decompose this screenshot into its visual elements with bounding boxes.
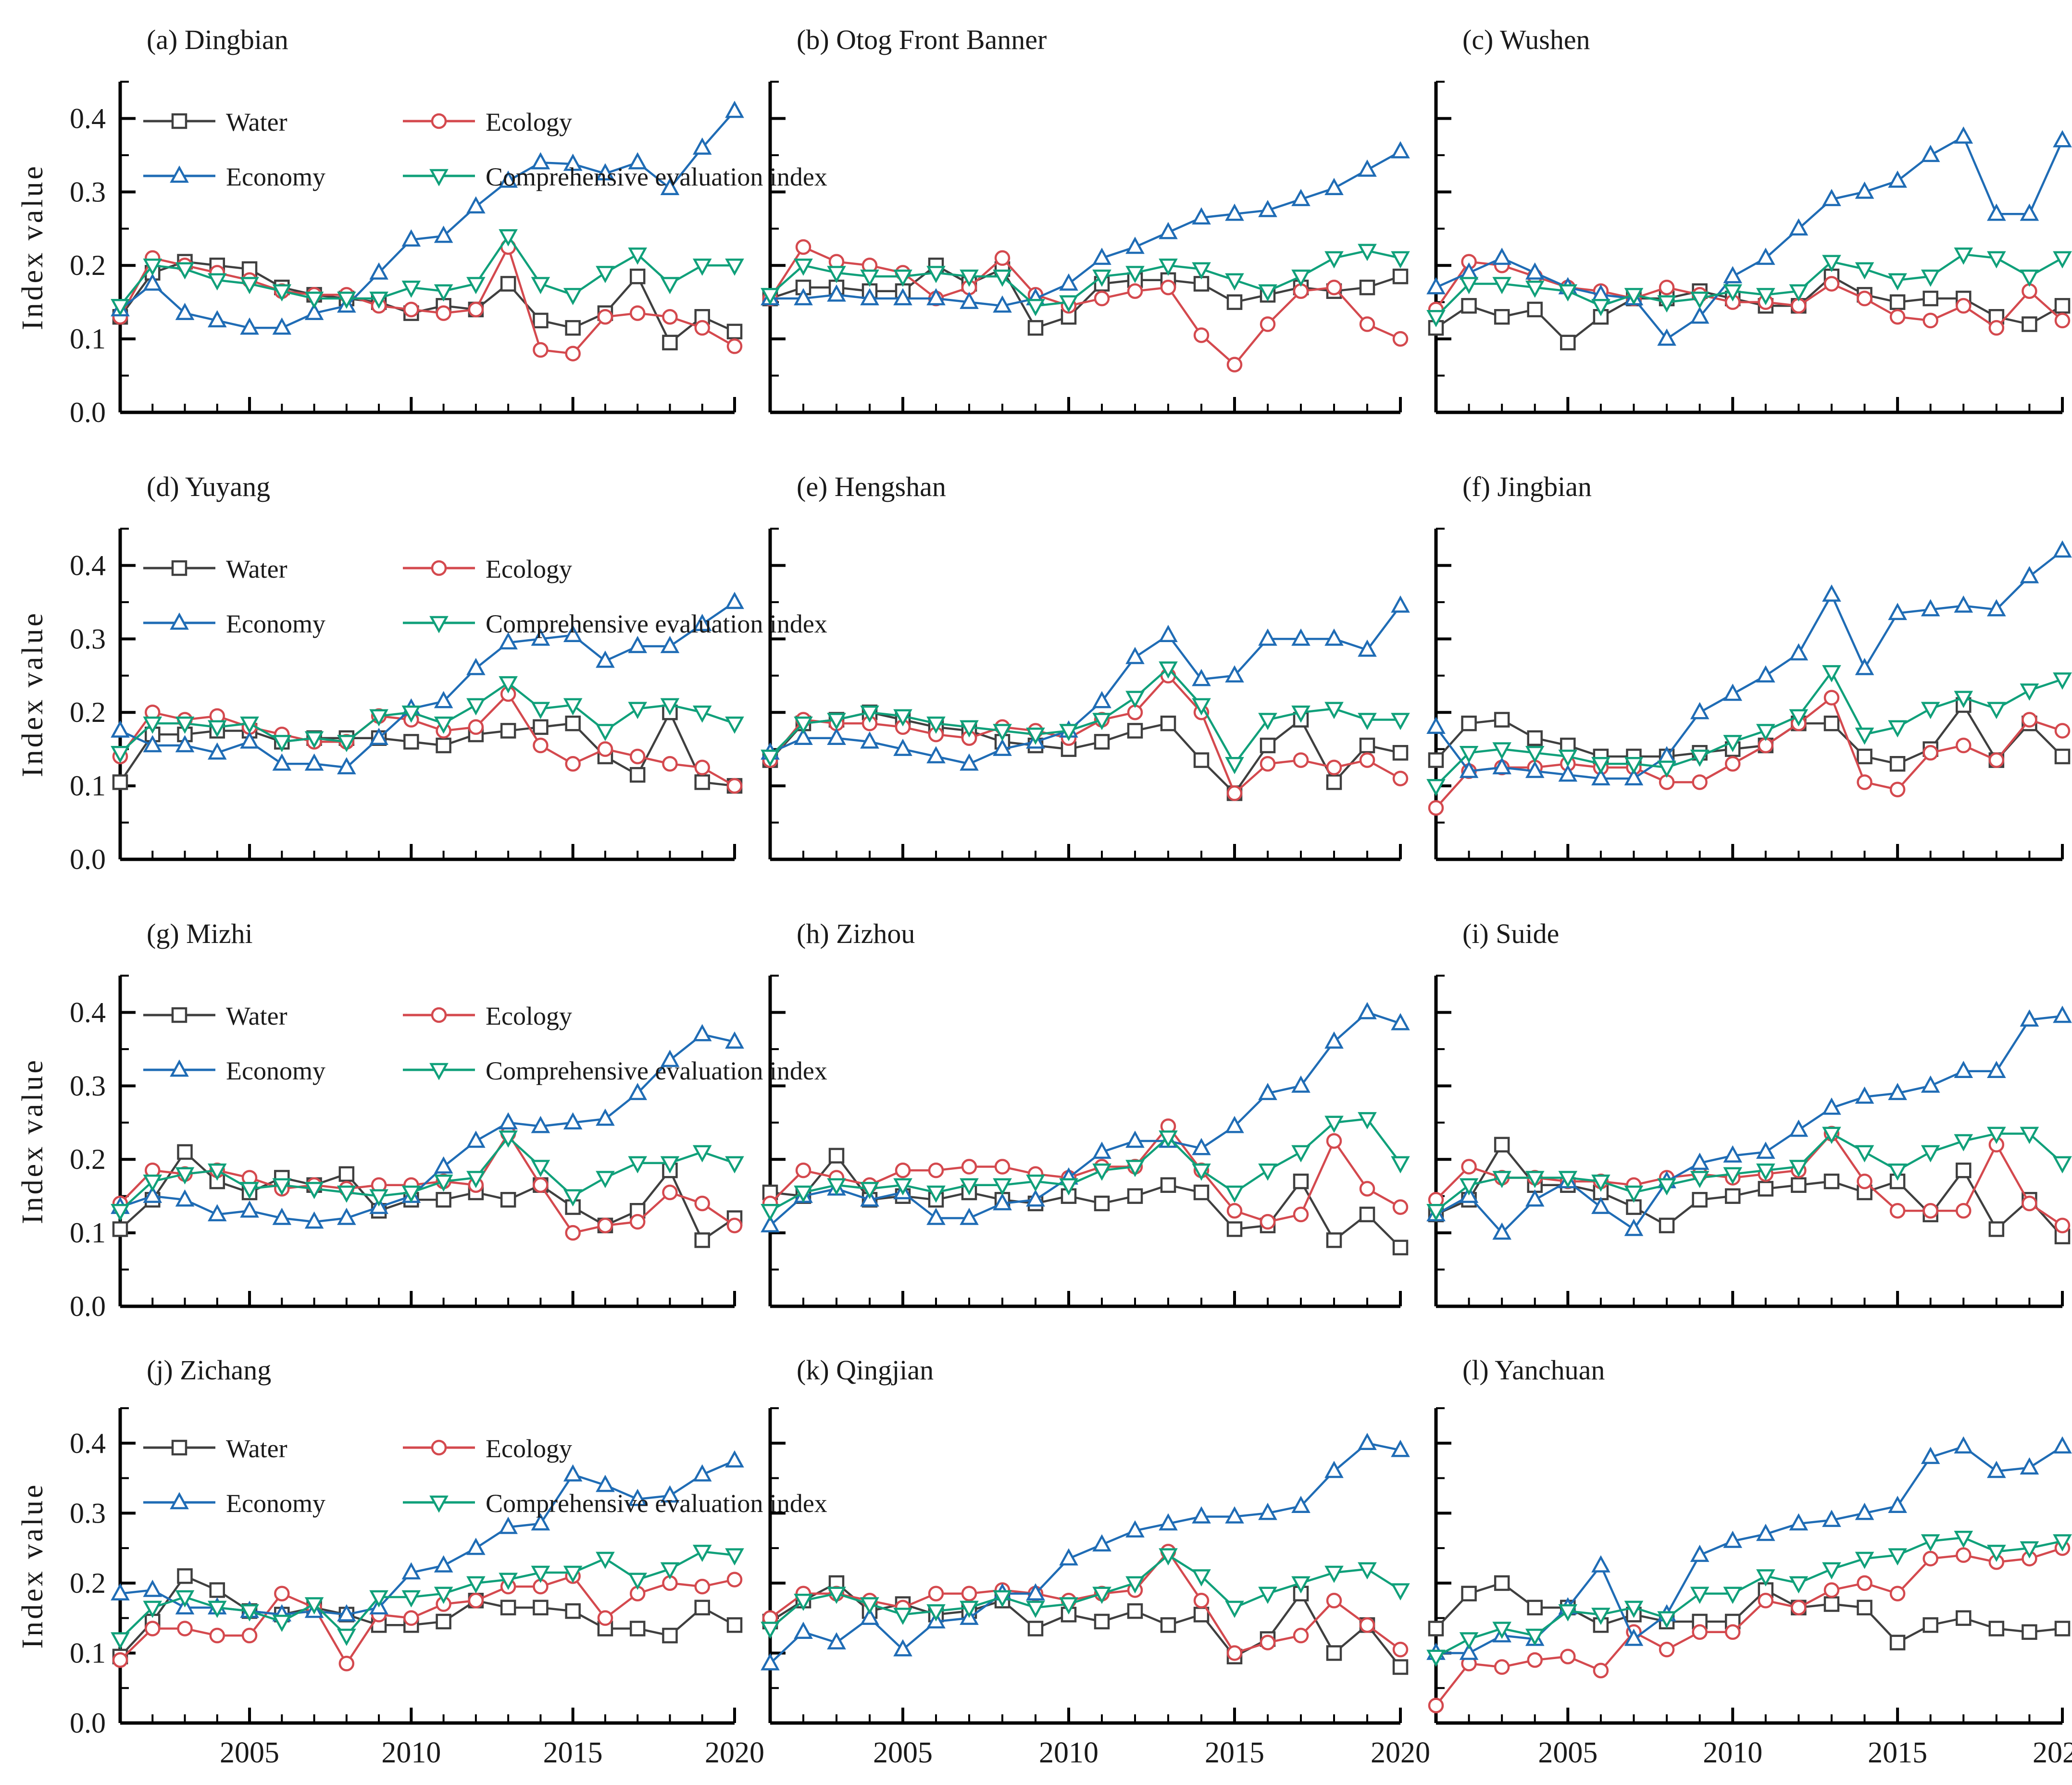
legend-label: Ecology xyxy=(486,108,572,136)
y-axis-title: Index value xyxy=(16,1058,49,1224)
legend-label: Water xyxy=(226,1002,287,1030)
y-tick-label: 0.4 xyxy=(70,549,106,581)
chart-c-wushen: (c) Wushen xyxy=(1426,24,2072,414)
panel-title: (i) Suide xyxy=(1462,918,1559,949)
y-tick-label: 0.1 xyxy=(70,1637,106,1669)
panel-f-jingbian: (f) Jingbian xyxy=(1406,447,2072,894)
chart-i-suide: (i) Suide xyxy=(1426,918,2072,1308)
chart-j-zichang: (j) Zichang 0.0 0.1 0.2 0.3 0.4 Index value 200… xyxy=(16,1354,827,1769)
y-tick-label: 0.1 xyxy=(70,1217,106,1249)
legend-label: Economy xyxy=(226,162,325,191)
y-axis-title: Index value xyxy=(16,164,49,330)
x-tick-label: 2020 xyxy=(1371,1736,1430,1769)
y-tick-label: 0.3 xyxy=(70,1070,106,1102)
y-tick-label: 0.0 xyxy=(70,1290,106,1322)
panel-g-mizhi: (g) Mizhi 0.0 0.1 0.2 0.3 0.4 Index value Water… xyxy=(0,894,827,1341)
x-tick-label: 2010 xyxy=(381,1736,441,1769)
x-tick-label: 2010 xyxy=(1703,1736,1762,1769)
panel-title: (f) Jingbian xyxy=(1462,471,1592,502)
chart-a-dingbian: (a) Dingbian 0.0 0.1 0.2 0.3 0.4 Index value Wa… xyxy=(16,24,827,428)
y-tick-label: 0.1 xyxy=(70,770,106,802)
panel-c-wushen: (c) Wushen xyxy=(1406,0,2072,447)
y-tick-label: 0.0 xyxy=(70,397,106,428)
panel-l-yanchuan: (l) Yanchuan 2005 2010 2015 2020 xyxy=(1406,1341,2072,1785)
x-tick-label: 2015 xyxy=(1868,1736,1927,1769)
panel-title: (k) Qingjian xyxy=(797,1354,934,1386)
chart-f-jingbian: (f) Jingbian xyxy=(1426,471,2072,861)
panel-b-otog-front-banner: (b) Otog Front Banner xyxy=(740,0,1410,447)
panel-e-hengshan: (e) Hengshan xyxy=(740,447,1410,894)
y-tick-label: 0.4 xyxy=(70,996,106,1028)
chart-h-zizhou: (h) Zizhou xyxy=(761,918,1410,1308)
panel-title: (d) Yuyang xyxy=(147,471,270,502)
chart-k-qingjian: (k) Qingjian 2005 2010 2015 2020 xyxy=(761,1354,1430,1769)
y-tick-label: 0.0 xyxy=(70,843,106,875)
y-tick-label: 0.2 xyxy=(70,1143,106,1175)
panel-a-dingbian: (a) Dingbian 0.0 0.1 0.2 0.3 0.4 Index value Wa… xyxy=(0,0,827,447)
y-tick-label: 0.0 xyxy=(70,1707,106,1739)
y-axis-title: Index value xyxy=(16,611,49,777)
y-axis-title: Index value xyxy=(16,1483,49,1649)
panel-title: (l) Yanchuan xyxy=(1462,1354,1605,1386)
y-tick-label: 0.3 xyxy=(70,176,106,208)
panel-k-qingjian: (k) Qingjian 2005 2010 2015 2020 xyxy=(740,1341,1430,1785)
panel-title: (b) Otog Front Banner xyxy=(797,24,1047,55)
chart-d-yuyang: (d) Yuyang 0.0 0.1 0.2 0.3 0.4 Index value Wate… xyxy=(16,471,827,875)
legend-label: Ecology xyxy=(486,1434,572,1463)
y-tick-label: 0.1 xyxy=(70,323,106,355)
panel-title: (g) Mizhi xyxy=(147,918,253,949)
y-tick-label: 0.2 xyxy=(70,249,106,281)
x-tick-label: 2020 xyxy=(2033,1736,2072,1769)
y-tick-label: 0.4 xyxy=(70,102,106,134)
x-tick-label: 2015 xyxy=(543,1736,603,1769)
y-tick-label: 0.4 xyxy=(70,1427,106,1459)
panel-title: (e) Hengshan xyxy=(797,471,946,502)
x-tick-label: 2010 xyxy=(1039,1736,1098,1769)
legend-label: Economy xyxy=(226,1489,325,1518)
legend-label: Ecology xyxy=(486,555,572,583)
legend-label: Water xyxy=(226,555,287,583)
legend-label: Economy xyxy=(226,1056,325,1085)
chart-b-otog-front-banner: (b) Otog Front Banner xyxy=(761,24,1410,414)
chart-l-yanchuan: (l) Yanchuan 2005 2010 2015 2020 xyxy=(1426,1354,2072,1769)
panel-title: (a) Dingbian xyxy=(147,24,288,55)
panel-d-yuyang: (d) Yuyang 0.0 0.1 0.2 0.3 0.4 Index value Wate… xyxy=(0,447,827,894)
y-tick-label: 0.2 xyxy=(70,1567,106,1599)
legend-label: Water xyxy=(226,108,287,136)
panel-h-zizhou: (h) Zizhou xyxy=(740,894,1410,1341)
panel-i-suide: (i) Suide xyxy=(1406,894,2072,1341)
x-tick-label: 2005 xyxy=(1538,1736,1598,1769)
panel-title: (c) Wushen xyxy=(1462,24,1590,55)
panel-title: (h) Zizhou xyxy=(797,918,915,949)
x-tick-label: 2015 xyxy=(1205,1736,1264,1769)
y-tick-label: 0.2 xyxy=(70,696,106,728)
x-tick-label: 2005 xyxy=(220,1736,279,1769)
x-tick-label: 2005 xyxy=(873,1736,933,1769)
legend-label: Water xyxy=(226,1434,287,1463)
y-tick-label: 0.3 xyxy=(70,1497,106,1529)
y-tick-label: 0.3 xyxy=(70,623,106,655)
chart-g-mizhi: (g) Mizhi 0.0 0.1 0.2 0.3 0.4 Index value Water… xyxy=(16,918,827,1322)
panel-j-zichang: (j) Zichang 0.0 0.1 0.2 0.3 0.4 Index value 200… xyxy=(0,1341,827,1785)
legend-label: Ecology xyxy=(486,1002,572,1030)
x-tick-label: 2020 xyxy=(705,1736,764,1769)
legend-label: Economy xyxy=(226,609,325,638)
panel-title: (j) Zichang xyxy=(147,1354,271,1386)
chart-e-hengshan: (e) Hengshan xyxy=(761,471,1410,861)
